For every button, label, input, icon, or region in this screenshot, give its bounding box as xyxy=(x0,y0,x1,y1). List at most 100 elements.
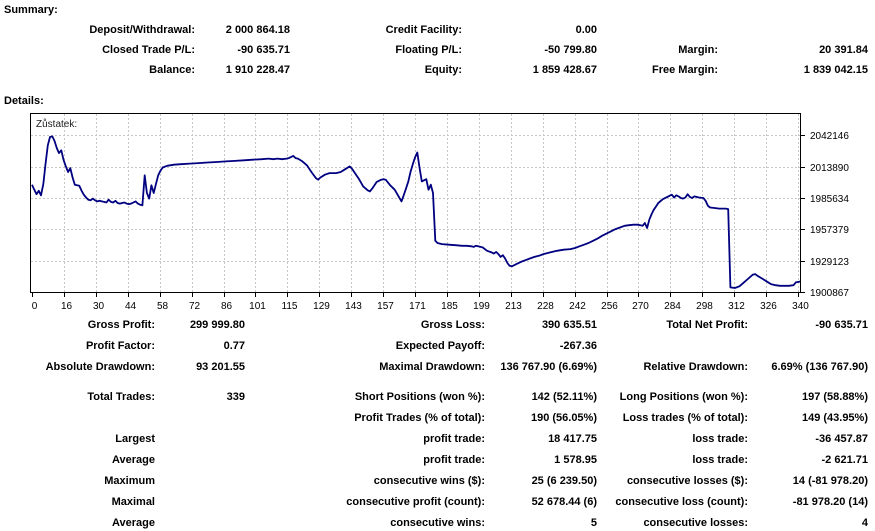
value-cell: -90 635.71 xyxy=(237,44,290,56)
label-cell: consecutive losses ($): xyxy=(626,475,748,487)
table-row: Deposit/Withdrawal: 2 000 864.18 Credit Fa… xyxy=(0,20,868,40)
axis-tick-label: 228 xyxy=(537,301,554,312)
value-cell: 20 391.84 xyxy=(819,44,868,56)
label-cell: Closed Trade P/L: xyxy=(102,44,195,56)
axis-tick-label: 16 xyxy=(61,301,73,312)
value-cell: 149 (43.95%) xyxy=(801,412,868,424)
value-cell: 2 000 864.18 xyxy=(225,24,290,36)
label-cell: Long Positions (won %): xyxy=(619,391,748,403)
value-cell: -36 457.87 xyxy=(815,433,868,445)
axis-tick-label: 0 xyxy=(32,301,38,312)
table-row: Balance: 1 910 228.47 Equity: 1 859 428.67 F… xyxy=(0,60,868,80)
axis-tick-label: 284 xyxy=(664,301,681,312)
label-cell: Floating P/L: xyxy=(395,44,462,56)
label-cell xyxy=(0,408,155,429)
value-cell: 14 (-81 978.20) xyxy=(792,475,868,487)
table-row: Largest profit trade: 18 417.75 loss trade:… xyxy=(0,429,868,450)
label-cell: loss trade: xyxy=(692,454,748,466)
label-cell: Credit Facility: xyxy=(385,24,462,36)
axis-tick-label: 199 xyxy=(473,301,490,312)
axis-tick-label: 30 xyxy=(93,301,105,312)
label-cell: Maximum xyxy=(104,475,155,487)
label-cell: Expected Payoff: xyxy=(395,340,485,352)
value-cell xyxy=(155,492,245,513)
value-cell: 4 xyxy=(861,517,868,529)
value-cell: 52 678.44 (6) xyxy=(531,496,597,508)
value-cell: 18 417.75 xyxy=(548,433,597,445)
value-cell: 1 578.95 xyxy=(554,454,597,466)
value-cell: 136 767.90 (6.69%) xyxy=(500,361,597,373)
label-cell: consecutive losses: xyxy=(643,517,748,529)
axis-tick-label: 242 xyxy=(569,301,586,312)
label-cell: Largest xyxy=(115,433,155,445)
label-cell: Maximal Drawdown: xyxy=(379,361,485,373)
table-row: Maximum consecutive wins ($): 25 (6 239.50… xyxy=(0,471,868,492)
axis-tick-label: 44 xyxy=(125,301,137,312)
axis-tick-label: 1957379 xyxy=(810,225,849,236)
value-cell: 93 201.55 xyxy=(196,361,245,373)
axis-tick-label: 101 xyxy=(249,301,266,312)
table-row: Profit Factor: 0.77 Expected Payoff: -267.3… xyxy=(0,336,868,357)
value-cell: 1 910 228.47 xyxy=(225,64,290,76)
axis-tick-label: 213 xyxy=(505,301,522,312)
axis-tick-label: 171 xyxy=(409,301,426,312)
chart-plot-border xyxy=(30,113,801,293)
label-cell: Average xyxy=(111,454,155,466)
chart-title: Zůstatek: xyxy=(36,118,77,130)
value-cell xyxy=(748,336,868,357)
value-cell xyxy=(155,471,245,492)
axis-tick-label: 270 xyxy=(632,301,649,312)
axis-tick-label: 185 xyxy=(441,301,458,312)
value-cell xyxy=(155,429,245,450)
table-row: Average profit trade: 1 578.95 loss trade: -… xyxy=(0,450,868,471)
table-row: Closed Trade P/L: -90 635.71 Floating P/L:… xyxy=(0,40,868,60)
chart-gridlines xyxy=(31,114,800,292)
label-cell xyxy=(597,20,718,40)
label-cell: consecutive profit (count): xyxy=(346,496,485,508)
balance-line xyxy=(31,135,801,289)
summary-table: Deposit/Withdrawal: 2 000 864.18 Credit Fa… xyxy=(0,20,868,80)
table-row: Absolute Drawdown: 93 201.55 Maximal Drawd… xyxy=(0,357,868,378)
table-row: Average consecutive wins: 5 consecutive los… xyxy=(0,513,868,531)
label-cell: Total Net Profit: xyxy=(666,319,748,331)
axis-tick-label: 326 xyxy=(760,301,777,312)
label-cell: consecutive wins: xyxy=(390,517,485,529)
axis-tick-label: 2013890 xyxy=(810,163,849,174)
value-cell: 0.77 xyxy=(223,340,245,352)
value-cell: 197 (58.88%) xyxy=(801,391,868,403)
summary-heading: Summary: xyxy=(4,4,58,16)
label-cell: Profit Factor: xyxy=(85,340,155,352)
value-cell xyxy=(718,20,868,40)
chart-border xyxy=(30,113,801,293)
label-cell: Loss trades (% of total): xyxy=(622,412,748,424)
axis-tick-label: 72 xyxy=(189,301,201,312)
label-cell: consecutive wins ($): xyxy=(373,475,485,487)
axis-tick-label: 129 xyxy=(313,301,330,312)
value-cell: 1 859 428.67 xyxy=(532,64,597,76)
axis-tick-label: 256 xyxy=(601,301,618,312)
label-cell: profit trade: xyxy=(423,433,485,445)
balance-chart-svg: 2042146 2013890 1985634 1957379 1929123 19008… xyxy=(30,113,850,312)
axis-tick-label: 298 xyxy=(696,301,713,312)
label-cell: Short Positions (won %): xyxy=(354,391,485,403)
label-cell: Free Margin: xyxy=(651,64,718,76)
chart-axis-labels: 2042146 2013890 1985634 1957379 1929123 19008… xyxy=(32,131,850,312)
label-cell: Maximal xyxy=(111,496,155,508)
label-cell: loss trade: xyxy=(692,433,748,445)
value-cell: -90 635.71 xyxy=(815,319,868,331)
details-heading: Details: xyxy=(4,95,44,107)
chart-series-title: Zůstatek: xyxy=(36,118,77,130)
axis-tick-label: 312 xyxy=(728,301,745,312)
axis-tick-label: 1929123 xyxy=(810,257,849,268)
label-cell xyxy=(597,336,748,357)
value-cell: 390 635.51 xyxy=(541,319,597,331)
value-cell: 299 999.80 xyxy=(189,319,245,331)
axis-tick-label: 115 xyxy=(282,301,298,312)
label-cell: Relative Drawdown: xyxy=(643,361,748,373)
axis-tick-label: 86 xyxy=(221,301,233,312)
value-cell: 5 xyxy=(590,517,597,529)
value-cell xyxy=(155,513,245,531)
axis-tick-label: 143 xyxy=(345,301,362,312)
axis-tick-label: 2042146 xyxy=(810,131,849,142)
axis-tick-label: 1985634 xyxy=(810,194,849,205)
